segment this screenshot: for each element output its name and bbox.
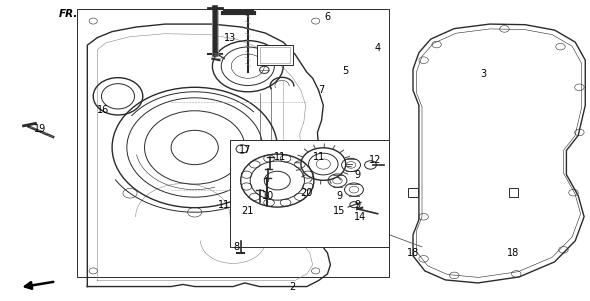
Text: 18: 18 [407,248,419,258]
Bar [77,9,389,277]
Text: 8: 8 [233,242,239,252]
Bar [230,140,389,247]
Text: 17: 17 [239,145,251,155]
Text: 9: 9 [354,200,360,210]
Text: 11: 11 [274,151,286,162]
Text: 14: 14 [354,212,366,222]
Bar [257,45,293,65]
Text: 10: 10 [263,191,274,201]
Text: 9: 9 [336,191,342,201]
Text: 4: 4 [375,43,381,53]
Text: 2: 2 [289,282,295,293]
Text: 3: 3 [481,69,487,79]
Text: FR.: FR. [59,9,78,20]
Text: 15: 15 [333,206,345,216]
Text: 5: 5 [342,66,348,76]
Text: 11: 11 [218,200,230,210]
Bar [509,188,518,197]
Bar [260,47,290,63]
Text: 6: 6 [324,11,330,22]
Text: 13: 13 [224,33,236,43]
Text: 18: 18 [507,248,519,258]
Text: 9: 9 [354,169,360,180]
Text: 7: 7 [319,85,324,95]
Bar [408,188,418,197]
Text: 11: 11 [313,151,324,162]
Text: 20: 20 [301,188,313,198]
Text: 19: 19 [34,124,46,135]
Text: 12: 12 [369,154,381,165]
Text: 16: 16 [97,105,109,115]
Text: 21: 21 [242,206,254,216]
